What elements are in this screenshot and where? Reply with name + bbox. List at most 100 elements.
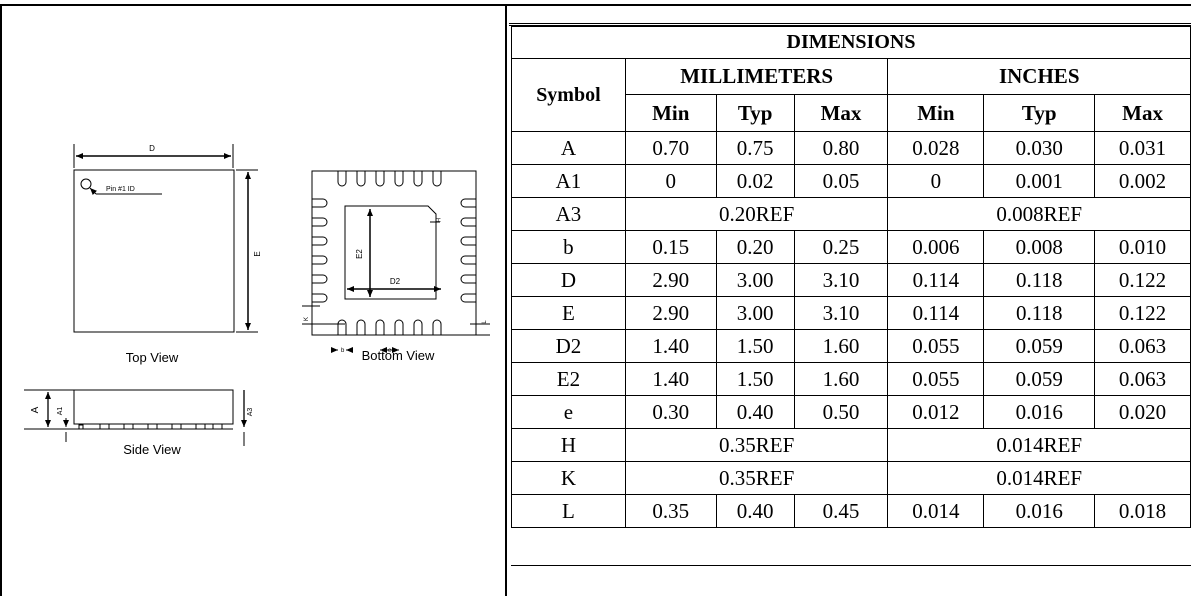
value-cell: 0.055	[887, 329, 985, 363]
table-row: E 2.90 3.00 3.10 0.114 0.118 0.122	[511, 296, 1191, 330]
left-border	[0, 4, 2, 596]
value-cell: 0	[887, 164, 985, 198]
value-cell: 2.90	[624, 296, 717, 330]
value-cell: 0.114	[887, 263, 985, 297]
top-border	[0, 4, 1191, 6]
value-cell: 0.20	[715, 230, 795, 264]
table-bottom-rule	[511, 565, 1191, 566]
value-cell: 0.006	[887, 230, 985, 264]
symbol-cell: E	[511, 296, 626, 330]
ref-value-cell: 0.014REF	[887, 428, 1191, 462]
value-cell: 0.15	[624, 230, 717, 264]
value-cell: 0.75	[715, 131, 795, 165]
dim-label-a: A	[30, 406, 41, 413]
panel-divider	[505, 4, 507, 596]
symbol-cell: e	[511, 395, 626, 429]
value-cell: 0.016	[983, 395, 1096, 429]
top-view: D Pin #1 ID E Top View	[73, 144, 262, 365]
side-view-label: Side View	[123, 442, 181, 457]
value-cell: 0.35	[624, 494, 717, 528]
ref-value-cell: 0.014REF	[887, 461, 1191, 495]
value-cell: 0.122	[1094, 263, 1191, 297]
table-title: DIMENSIONS	[511, 26, 1191, 59]
side-view	[24, 389, 247, 446]
symbol-cell: b	[511, 230, 626, 264]
mm-min-header: Min	[624, 94, 717, 132]
mm-typ-header: Typ	[715, 94, 795, 132]
value-cell: 1.60	[793, 362, 889, 396]
symbol-cell: D2	[511, 329, 626, 363]
value-cell: 0.063	[1094, 362, 1191, 396]
value-cell: 3.10	[793, 296, 889, 330]
symbol-header: Symbol	[511, 58, 626, 132]
table-row: L 0.35 0.40 0.45 0.014 0.016 0.018	[511, 494, 1191, 528]
dim-label-e2: E2	[355, 249, 364, 259]
ref-value-cell: 0.20REF	[624, 197, 889, 231]
value-cell: 1.40	[624, 329, 717, 363]
in-min-header: Min	[887, 94, 985, 132]
symbol-cell: L	[511, 494, 626, 528]
symbol-cell: A1	[511, 164, 626, 198]
table-row: K 0.35REF 0.014REF	[511, 461, 1191, 495]
symbol-cell: D	[511, 263, 626, 297]
package-drawing: D Pin #1 ID E Top View	[24, 144, 490, 457]
value-cell: 0.059	[983, 362, 1096, 396]
value-cell: 2.90	[624, 263, 717, 297]
value-cell: 0.122	[1094, 296, 1191, 330]
table-row: A 0.70 0.75 0.80 0.028 0.030 0.031	[511, 131, 1191, 165]
millimeters-header: MILLIMETERS	[624, 58, 889, 95]
value-cell: 0.012	[887, 395, 985, 429]
value-cell: 0.010	[1094, 230, 1191, 264]
symbol-cell: K	[511, 461, 626, 495]
value-cell: 0.02	[715, 164, 795, 198]
in-typ-header: Typ	[983, 94, 1096, 132]
value-cell: 0.45	[793, 494, 889, 528]
value-cell: 0.018	[1094, 494, 1191, 528]
symbol-cell: E2	[511, 362, 626, 396]
dim-label-h: H	[434, 218, 440, 222]
value-cell: 0.05	[793, 164, 889, 198]
dim-label-d2: D2	[390, 277, 401, 286]
value-cell: 0.40	[715, 395, 795, 429]
top-view-outline	[73, 169, 235, 333]
table-top-rule	[509, 23, 1191, 29]
dim-label-l: L	[482, 320, 488, 324]
value-cell: 3.00	[715, 296, 795, 330]
dim-label-e: E	[253, 251, 262, 256]
dimensions-table: DIMENSIONS Symbol MILLIMETERS INCHES Min…	[511, 26, 1191, 528]
ref-value-cell: 0.35REF	[624, 461, 889, 495]
value-cell: 0.016	[983, 494, 1096, 528]
table-row: D2 1.40 1.50 1.60 0.055 0.059 0.063	[511, 329, 1191, 363]
value-cell: 0.50	[793, 395, 889, 429]
value-cell: 0.020	[1094, 395, 1191, 429]
value-cell: 0.001	[983, 164, 1096, 198]
table-row: D 2.90 3.00 3.10 0.114 0.118 0.122	[511, 263, 1191, 297]
value-cell: 0.014	[887, 494, 985, 528]
package-drawing-panel: D Pin #1 ID E Top View	[0, 6, 506, 596]
pin1-label: Pin #1 ID	[106, 186, 135, 193]
top-view-label: Top View	[126, 350, 179, 365]
symbol-cell: A3	[511, 197, 626, 231]
value-cell: 0.002	[1094, 164, 1191, 198]
value-cell: 0.70	[624, 131, 717, 165]
dim-label-a3: A3	[247, 408, 254, 417]
ref-value-cell: 0.008REF	[887, 197, 1191, 231]
value-cell: 0.118	[983, 296, 1096, 330]
value-cell: 3.10	[793, 263, 889, 297]
bottom-view-label: Bottom View	[362, 348, 435, 363]
value-cell: 0.063	[1094, 329, 1191, 363]
value-cell: 0.055	[887, 362, 985, 396]
table-row: A3 0.20REF 0.008REF	[511, 197, 1191, 231]
value-cell: 0.028	[887, 131, 985, 165]
symbol-cell: A	[511, 131, 626, 165]
value-cell: 0.030	[983, 131, 1096, 165]
value-cell: 1.50	[715, 362, 795, 396]
ref-value-cell: 0.35REF	[624, 428, 889, 462]
value-cell: 0.80	[793, 131, 889, 165]
in-max-header: Max	[1094, 94, 1191, 132]
table-row: e 0.30 0.40 0.50 0.012 0.016 0.020	[511, 395, 1191, 429]
table-row: b 0.15 0.20 0.25 0.006 0.008 0.010	[511, 230, 1191, 264]
dim-label-a1: A1	[57, 407, 64, 416]
value-cell: 0.059	[983, 329, 1096, 363]
value-cell: 0.008	[983, 230, 1096, 264]
